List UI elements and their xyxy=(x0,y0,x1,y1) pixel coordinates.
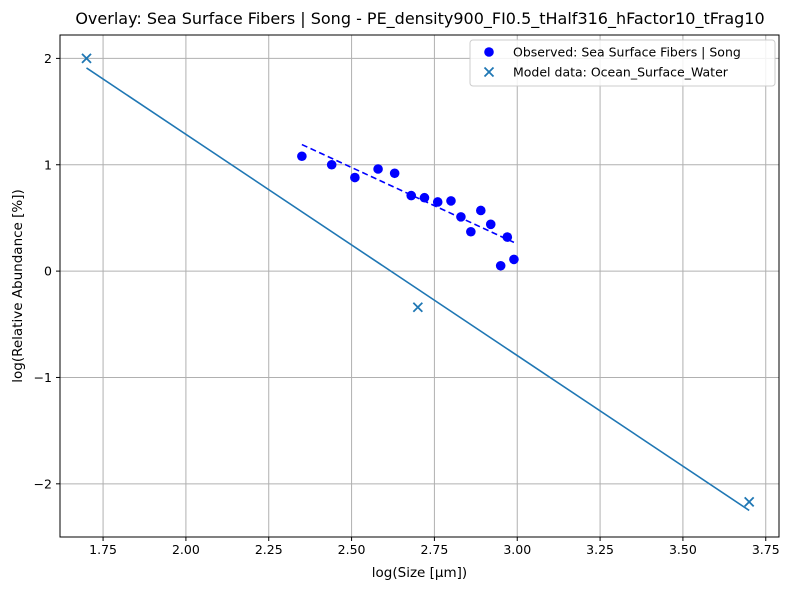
legend: Observed: Sea Surface Fibers | Song Model… xyxy=(469,39,776,87)
observed-point xyxy=(466,226,476,237)
y-tick-label: 0 xyxy=(44,264,52,279)
grid-lines xyxy=(60,35,779,537)
x-marker-stroke xyxy=(483,66,495,78)
y-tick-label: −1 xyxy=(34,370,52,385)
observed-point xyxy=(419,192,430,203)
observed-point xyxy=(389,168,400,179)
observed-point xyxy=(297,151,307,162)
x-axis: 1.75 2.00 2.25 2.50 2.75 3.00 3.25 3.50 3.75 xyxy=(89,537,780,557)
observed-point xyxy=(373,164,383,174)
x-tick-label: 3.25 xyxy=(586,542,614,557)
observed-point xyxy=(485,219,496,230)
observed-point xyxy=(475,205,486,216)
x-tick-label: 3.50 xyxy=(669,542,697,557)
legend-box xyxy=(469,39,776,87)
observed-point xyxy=(326,159,337,170)
x-tick-label: 2.50 xyxy=(338,542,366,557)
x-tick-label: 2.75 xyxy=(420,542,448,557)
observed-point xyxy=(456,212,466,222)
legend-label: Observed: Sea Surface Fibers | Song xyxy=(513,45,741,60)
model-fit-line xyxy=(86,67,750,512)
model-point xyxy=(81,53,92,64)
observed-point xyxy=(509,254,519,265)
plot-area xyxy=(81,53,755,512)
model-point xyxy=(744,496,755,508)
model-point xyxy=(412,302,423,313)
y-axis-label: log(Relative Abundance [%]) xyxy=(10,189,26,383)
observed-point xyxy=(446,196,456,206)
y-tick-label: 2 xyxy=(44,51,52,66)
x-tick-label: 1.75 xyxy=(89,542,117,557)
observed-point xyxy=(495,260,506,271)
y-tick-label: 1 xyxy=(44,157,52,172)
observed-point xyxy=(502,232,513,242)
y-tick-label: −2 xyxy=(34,476,52,491)
observed-point xyxy=(350,172,360,183)
x-tick-label: 3.75 xyxy=(752,542,780,557)
x-marker-stroke xyxy=(81,53,92,64)
x-tick-label: 2.25 xyxy=(255,542,283,557)
legend-marker xyxy=(484,47,494,57)
chart-title: Overlay: Sea Surface Fibers | Song - PE_… xyxy=(75,9,764,29)
x-tick-label: 2.00 xyxy=(172,542,200,557)
observed-point xyxy=(406,190,417,201)
observed-point xyxy=(432,197,443,207)
legend-marker xyxy=(483,66,495,78)
x-marker-stroke xyxy=(744,496,755,508)
axes-frame xyxy=(59,34,780,538)
x-marker-stroke xyxy=(412,302,423,313)
y-axis: −2 −1 0 1 2 xyxy=(34,51,60,491)
x-tick-label: 3.00 xyxy=(503,542,531,557)
legend-label: Model data: Ocean_Surface_Water xyxy=(513,65,729,80)
x-axis-label: log(Size [μm]) xyxy=(372,565,467,581)
